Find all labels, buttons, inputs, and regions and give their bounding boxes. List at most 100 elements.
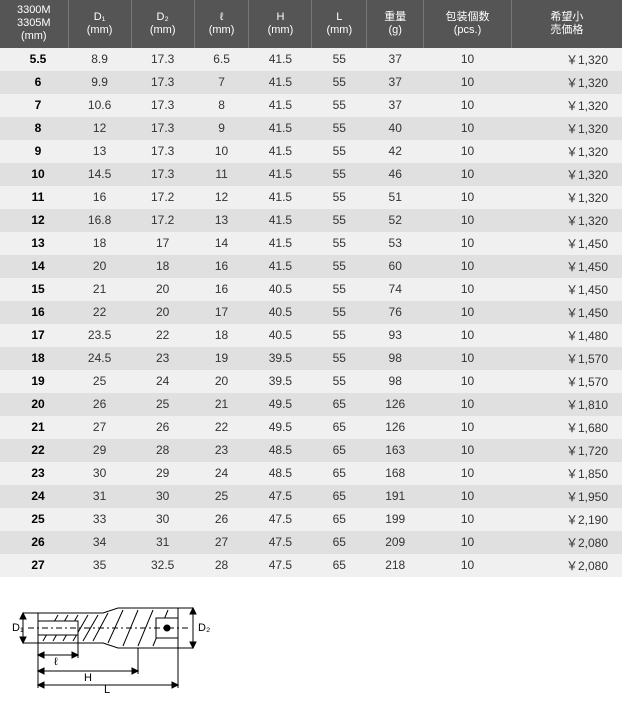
cell-price: ￥1,950 <box>511 485 622 508</box>
cell-h: 41.5 <box>249 140 312 163</box>
cell-price: ￥1,320 <box>511 163 622 186</box>
h-size-l3: (mm) <box>21 30 47 42</box>
cell-h: 41.5 <box>249 117 312 140</box>
h-size-l2: 3305M <box>17 17 51 29</box>
cell-price: ￥1,570 <box>511 370 622 393</box>
cell-pcs: 10 <box>424 347 511 370</box>
h-p-l2: (pcs.) <box>454 24 482 36</box>
h-p-l1: 包装個数 <box>446 11 490 23</box>
h-d1-l2: (mm) <box>87 24 113 36</box>
cell-price: ￥1,680 <box>511 416 622 439</box>
cell-price: ￥1,810 <box>511 393 622 416</box>
cell-L: 55 <box>312 71 367 94</box>
table-row: 2533302647.56519910￥2,190 <box>0 508 622 531</box>
cell-d2: 17.3 <box>131 140 194 163</box>
cell-l: 23 <box>194 439 249 462</box>
cell-price: ￥1,720 <box>511 439 622 462</box>
cell-price: ￥2,190 <box>511 508 622 531</box>
table-row: 1925242039.5559810￥1,570 <box>0 370 622 393</box>
cell-weight: 60 <box>367 255 424 278</box>
h-L-l1: L <box>336 11 342 23</box>
cell-pcs: 10 <box>424 462 511 485</box>
cell-price: ￥2,080 <box>511 554 622 577</box>
h-w-l2: (g) <box>389 24 402 36</box>
cell-L: 65 <box>312 393 367 416</box>
cell-l: 18 <box>194 324 249 347</box>
cell-h: 41.5 <box>249 209 312 232</box>
cell-d2: 17.2 <box>131 209 194 232</box>
cell-d2: 26 <box>131 416 194 439</box>
cell-d1: 22 <box>68 301 131 324</box>
cell-size: 12 <box>0 209 68 232</box>
table-row: 1014.517.31141.5554610￥1,320 <box>0 163 622 186</box>
cell-h: 47.5 <box>249 554 312 577</box>
cell-size: 26 <box>0 531 68 554</box>
cell-price: ￥1,320 <box>511 209 622 232</box>
cell-d1: 20 <box>68 255 131 278</box>
cell-l: 20 <box>194 370 249 393</box>
cell-L: 65 <box>312 508 367 531</box>
cell-L: 55 <box>312 48 367 71</box>
cell-size: 22 <box>0 439 68 462</box>
cell-L: 55 <box>312 209 367 232</box>
dim-d1: D₁ <box>12 622 24 634</box>
cell-d1: 31 <box>68 485 131 508</box>
table-row: 5.58.917.36.541.5553710￥1,320 <box>0 48 622 71</box>
cell-pcs: 10 <box>424 163 511 186</box>
table-row: 1824.5231939.5559810￥1,570 <box>0 347 622 370</box>
cell-h: 40.5 <box>249 278 312 301</box>
cell-size: 8 <box>0 117 68 140</box>
cell-size: 23 <box>0 462 68 485</box>
cell-d2: 20 <box>131 301 194 324</box>
cell-weight: 126 <box>367 393 424 416</box>
cell-h: 49.5 <box>249 393 312 416</box>
cell-weight: 168 <box>367 462 424 485</box>
cell-weight: 163 <box>367 439 424 462</box>
col-price: 希望小 売価格 <box>511 0 622 48</box>
dim-d2: D₂ <box>198 622 210 634</box>
cell-d2: 32.5 <box>131 554 194 577</box>
cell-h: 41.5 <box>249 232 312 255</box>
cell-size: 11 <box>0 186 68 209</box>
cell-size: 18 <box>0 347 68 370</box>
cell-d2: 17.3 <box>131 48 194 71</box>
table-row: 1723.5221840.5559310￥1,480 <box>0 324 622 347</box>
cell-l: 28 <box>194 554 249 577</box>
cell-pcs: 10 <box>424 71 511 94</box>
cell-d1: 16 <box>68 186 131 209</box>
cell-weight: 98 <box>367 347 424 370</box>
col-d2: D₂ (mm) <box>131 0 194 48</box>
cell-d2: 29 <box>131 462 194 485</box>
cell-pcs: 10 <box>424 393 511 416</box>
cell-d1: 34 <box>68 531 131 554</box>
cell-pcs: 10 <box>424 278 511 301</box>
cell-pcs: 10 <box>424 370 511 393</box>
cell-l: 11 <box>194 163 249 186</box>
cell-d2: 23 <box>131 347 194 370</box>
table-row: 1622201740.5557610￥1,450 <box>0 301 622 324</box>
cell-L: 65 <box>312 554 367 577</box>
table-row: 2431302547.56519110￥1,950 <box>0 485 622 508</box>
cell-pcs: 10 <box>424 439 511 462</box>
cell-d1: 16.8 <box>68 209 131 232</box>
cell-size: 14 <box>0 255 68 278</box>
cell-d1: 24.5 <box>68 347 131 370</box>
cell-size: 6 <box>0 71 68 94</box>
cell-d1: 26 <box>68 393 131 416</box>
cell-l: 13 <box>194 209 249 232</box>
cell-L: 55 <box>312 255 367 278</box>
cell-d2: 30 <box>131 485 194 508</box>
cell-weight: 209 <box>367 531 424 554</box>
table-row: 1521201640.5557410￥1,450 <box>0 278 622 301</box>
col-weight: 重量 (g) <box>367 0 424 48</box>
cell-weight: 37 <box>367 94 424 117</box>
cell-h: 48.5 <box>249 462 312 485</box>
cell-h: 47.5 <box>249 508 312 531</box>
h-d1-l1: D₁ <box>94 11 106 23</box>
cell-d2: 17.3 <box>131 71 194 94</box>
cell-pcs: 10 <box>424 140 511 163</box>
cell-weight: 74 <box>367 278 424 301</box>
h-h-l2: (mm) <box>268 24 294 36</box>
dim-h: H <box>84 672 92 684</box>
h-size-l1: 3300M <box>17 4 51 16</box>
